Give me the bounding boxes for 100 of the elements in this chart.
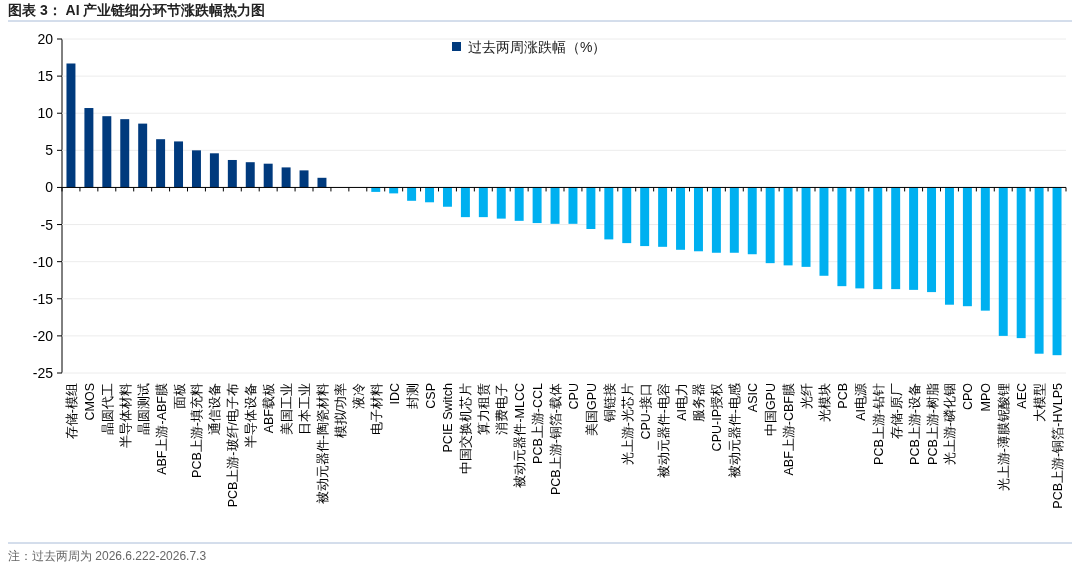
bar (281, 167, 291, 188)
x-tick-label: 半导体设备 (244, 383, 259, 448)
x-tick-label: PCB上游-填充料 (190, 383, 205, 478)
x-tick-label: 存储-原厂 (889, 383, 904, 440)
x-tick-label: CMOS (82, 383, 97, 421)
x-tick-label: ABF上游-CBF膜 (782, 383, 797, 476)
x-tick-label: 存储-模组 (64, 383, 79, 440)
x-tick-label: 光上游-磷化铟 (943, 383, 958, 466)
x-tick-label: 被动元器件-陶瓷材料 (315, 383, 330, 505)
bar (765, 187, 775, 264)
bar (640, 187, 650, 247)
bar (550, 187, 560, 224)
x-tick-label: 光上游-薄膜铌酸锂 (997, 383, 1012, 492)
text: 注：过去两周为 2026.6.222-2026.7.3 (8, 549, 207, 563)
bar (980, 187, 990, 311)
bar (819, 187, 829, 276)
bar (1016, 187, 1026, 339)
bar (425, 187, 435, 203)
x-tick-label: CPU-IP授权 (710, 383, 725, 452)
bar (478, 187, 488, 218)
x-tick-label: ASIC (746, 383, 761, 413)
y-tick-label: 15 (37, 68, 54, 85)
bar (138, 123, 148, 188)
x-tick-label: 中国GPU (764, 383, 779, 437)
x-tick-label: PCB上游-CCL (531, 382, 546, 464)
bar (442, 187, 452, 207)
bar (927, 187, 937, 293)
x-tick-label: PCB上游-树脂 (925, 383, 940, 465)
bar (909, 187, 919, 290)
x-tick-label: 被动元器件-电感 (728, 383, 743, 479)
x-tick-label: 美国GPU (583, 383, 599, 437)
bar (191, 150, 201, 188)
bar (84, 108, 94, 188)
bar (299, 170, 309, 188)
x-tick-label: 算力租赁 (477, 383, 492, 435)
x-tick-label: 光模块 (817, 383, 832, 422)
y-tick-label: 20 (37, 31, 54, 47)
bar (532, 187, 542, 224)
bar (496, 187, 506, 219)
x-tick-label: PCB上游-铜箔-HVLP5 (1051, 382, 1066, 509)
x-tick-label: PCB上游-玻纤/电子布 (226, 383, 241, 508)
x-tick-label: CPU-接口 (638, 383, 653, 440)
x-tick-label: AEC (1015, 383, 1030, 409)
x-tick-label: CPU (566, 383, 581, 410)
x-tick-label: CPO (961, 382, 976, 411)
x-tick-label: 面板 (172, 383, 187, 409)
bar (317, 177, 327, 188)
bar (711, 187, 721, 253)
bar (102, 116, 112, 188)
x-tick-label: 封测 (405, 383, 420, 409)
y-tick-label: 0 (45, 179, 54, 196)
bar (514, 187, 524, 221)
y-tick-label: -15 (32, 290, 54, 307)
bar (66, 63, 76, 188)
bar (263, 163, 273, 188)
bar (120, 119, 130, 188)
bar (873, 187, 883, 290)
x-tick-label: PCB (835, 383, 850, 409)
x-tick-label: MPO (979, 382, 994, 412)
x-tick-label: 光纤 (800, 383, 815, 409)
x-tick-label: 铜链接 (602, 383, 617, 423)
bar (586, 187, 596, 230)
x-tick-label: 晶圆测试 (136, 383, 151, 435)
x-tick-label: PCIE Switch (441, 382, 456, 453)
bar (891, 187, 901, 290)
bar (407, 187, 417, 201)
bar (209, 153, 219, 188)
x-tick-label: IDC (387, 383, 402, 405)
bar (998, 187, 1008, 336)
x-tick-label: ABF载板 (262, 383, 277, 434)
bar (962, 187, 972, 307)
bar (604, 187, 614, 240)
bar (371, 187, 381, 192)
y-tick-label: 10 (37, 105, 54, 122)
x-tick-label: 半导体材料 (118, 383, 133, 448)
bar (693, 187, 703, 252)
x-tick-label: 中国交换机芯片 (458, 383, 474, 474)
bar (460, 187, 470, 218)
x-tick-label: 被动元器件-MLCC (513, 383, 528, 488)
bar (855, 187, 865, 289)
x-tick-label: 消费电子 (495, 383, 510, 435)
x-tick-label: 日本工业 (298, 383, 313, 435)
bar (568, 187, 578, 224)
bar (658, 187, 668, 247)
x-tick-label: 大模型 (1033, 383, 1048, 422)
chart-title: 图表 3： AI 产业链细分环节涨跌幅热力图 (8, 2, 266, 18)
x-tick-label: 被动元器件-电容 (655, 383, 671, 479)
bar (174, 141, 184, 188)
x-tick-label: 光上游-光芯片 (620, 383, 635, 466)
bar (837, 187, 847, 287)
x-tick-label: ABF上游-ABF膜 (154, 383, 169, 475)
bar (1052, 187, 1062, 356)
bar (227, 159, 237, 188)
x-tick-label: PCB上游-设备 (907, 383, 922, 465)
x-tick-label: 服务器 (692, 383, 707, 422)
x-tick-label: 通信设备 (208, 383, 223, 435)
y-tick-label: -10 (32, 253, 54, 270)
bar (747, 187, 757, 255)
x-tick-label: 晶圆代工 (100, 383, 115, 435)
x-tick-label: AI电源 (853, 383, 868, 421)
